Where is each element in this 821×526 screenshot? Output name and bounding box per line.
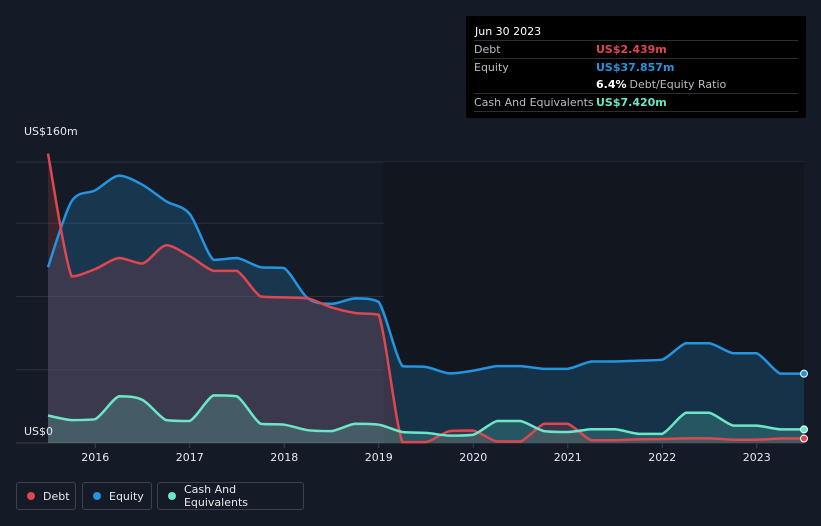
legend-debt-label: Debt — [43, 489, 70, 503]
debt-area — [48, 153, 804, 443]
x-tick-label: 2016 — [81, 451, 109, 464]
debt-endpoint — [800, 434, 808, 443]
x-tick-label: 2019 — [365, 451, 393, 464]
x-tick-label: 2022 — [648, 451, 676, 464]
series-areas — [48, 153, 804, 443]
x-axis-ticks: 2016 2017 2018 2019 2020 2021 2022 2023 — [81, 443, 771, 464]
tooltip-cash-label: Cash And Equivalents — [474, 96, 594, 109]
x-tick-label: 2023 — [743, 451, 771, 464]
equity-line — [46, 174, 804, 375]
tooltip-debt-value: US$2.439m — [596, 43, 667, 56]
legend-equity-label: Equity — [109, 489, 144, 503]
x-tick-label: 2017 — [176, 451, 204, 464]
legend-debt[interactable]: Debt — [16, 482, 76, 510]
legend-cash-dot — [168, 492, 176, 500]
tooltip-ratio-value: 6.4% — [596, 78, 627, 91]
data-tooltip: Jun 30 2023 Debt US$2.439m Equity US$37.… — [466, 16, 806, 118]
cash-endpoint — [800, 425, 808, 434]
y-axis-bottom-label: US$0 — [24, 425, 53, 438]
tooltip-equity-row: Equity US$37.857m — [474, 58, 798, 76]
legend-cash[interactable]: Cash And Equivalents — [157, 482, 304, 510]
tooltip-date: Jun 30 2023 — [475, 25, 542, 38]
x-tick-label: 2020 — [459, 451, 487, 464]
tooltip-cash-row: Cash And Equivalents US$7.420m — [474, 93, 798, 112]
equity-endpoint — [800, 369, 808, 378]
cash-area — [48, 395, 804, 443]
x-tick-label: 2018 — [270, 451, 298, 464]
tooltip-debt-label: Debt — [474, 43, 501, 56]
tooltip-cash-value: US$7.420m — [596, 96, 667, 109]
tooltip-equity-label: Equity — [474, 61, 509, 74]
legend-cash-label: Cash And Equivalents — [183, 483, 249, 509]
legend-equity[interactable]: Equity — [82, 482, 152, 510]
future-band — [383, 162, 804, 443]
tooltip-ratio-label: Debt/Equity Ratio — [629, 78, 727, 91]
cash-line — [47, 394, 804, 437]
legend-equity-dot — [93, 492, 101, 500]
y-axis-top-label: US$160m — [24, 125, 78, 138]
legend-debt-dot — [27, 492, 35, 500]
tooltip-debt-row: Debt US$2.439m — [474, 40, 798, 58]
series-lines — [46, 153, 808, 444]
x-tick-label: 2021 — [554, 451, 582, 464]
debt-line — [46, 153, 804, 444]
tooltip-equity-value: US$37.857m — [596, 61, 675, 74]
tooltip-ratio-row: 6.4% Debt/Equity Ratio — [474, 76, 798, 93]
equity-area — [48, 175, 804, 443]
